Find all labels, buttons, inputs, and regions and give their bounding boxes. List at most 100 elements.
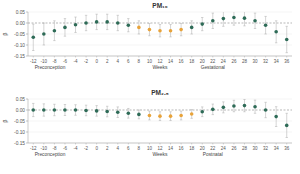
error-cap xyxy=(53,104,55,105)
error-cap xyxy=(254,28,256,29)
grid-line xyxy=(28,23,292,24)
error-cap xyxy=(264,16,266,17)
point xyxy=(31,36,35,40)
y-tick-label: -0.05 xyxy=(14,119,25,124)
x-tick-label: 32 xyxy=(263,146,269,151)
x-tick-label: 14 xyxy=(168,59,174,64)
grid-line xyxy=(28,143,292,144)
error-cap xyxy=(43,103,45,104)
y-tick xyxy=(26,143,28,144)
point xyxy=(53,108,57,112)
point xyxy=(232,104,236,108)
error-cap xyxy=(190,118,192,119)
error-cap xyxy=(159,120,161,121)
x-tick xyxy=(149,56,150,58)
error-cap xyxy=(159,24,161,25)
x-tick xyxy=(170,143,171,145)
x-tick xyxy=(265,143,266,145)
point xyxy=(285,124,289,128)
point xyxy=(264,108,268,112)
x-tick-label: 0 xyxy=(95,59,98,64)
error-cap xyxy=(95,14,97,15)
x-tick-label: 12 xyxy=(157,59,163,64)
x-tick-label: 20 xyxy=(200,146,206,151)
y-tick-label: 0.00 xyxy=(16,21,26,26)
annotation: Gestational xyxy=(201,65,225,70)
point xyxy=(179,28,183,32)
annotation: Preconception xyxy=(35,152,66,157)
error-cap xyxy=(201,106,203,107)
grid-line xyxy=(28,110,292,111)
error-cap xyxy=(286,113,288,114)
error-cap xyxy=(32,50,34,51)
x-tick-label: -4 xyxy=(74,146,78,151)
error-cap xyxy=(148,111,150,112)
x-tick xyxy=(54,143,55,145)
point xyxy=(95,109,99,113)
error-cap xyxy=(190,109,192,110)
x-tick-label: 8 xyxy=(138,59,141,64)
x-tick xyxy=(138,56,139,58)
point xyxy=(158,114,162,118)
x-tick-label: -2 xyxy=(84,59,88,64)
x-tick xyxy=(244,143,245,145)
x-tick-label: -10 xyxy=(41,59,48,64)
error-cap xyxy=(286,26,288,27)
point xyxy=(148,114,152,118)
point xyxy=(42,108,46,112)
error-cap xyxy=(233,100,235,101)
error-cap xyxy=(85,105,87,106)
point xyxy=(137,26,141,30)
x-axis xyxy=(28,143,292,144)
panel: PM₁₀β0.050.00-0.05-0.10-0.15-12-10-8-6-4… xyxy=(2,2,292,70)
x-tick xyxy=(33,143,34,145)
x-tick xyxy=(43,56,44,58)
point xyxy=(169,29,173,33)
x-tick xyxy=(128,56,129,58)
point xyxy=(148,28,152,32)
error-cap xyxy=(254,100,256,101)
error-cap xyxy=(180,23,182,24)
x-tick xyxy=(107,56,108,58)
error-cap xyxy=(127,118,129,119)
error-cap xyxy=(106,29,108,30)
x-tick-label: 22 xyxy=(210,59,216,64)
annotation: Preconception xyxy=(35,65,66,70)
point xyxy=(274,115,278,119)
x-tick-label: 24 xyxy=(221,146,227,151)
x-tick-label: 34 xyxy=(274,146,280,151)
x-axis xyxy=(28,56,292,57)
error-cap xyxy=(106,14,108,15)
error-cap xyxy=(169,120,171,121)
error-cap xyxy=(233,111,235,112)
error-cap xyxy=(169,24,171,25)
point xyxy=(179,114,183,118)
x-tick xyxy=(96,143,97,145)
x-tick-label: 28 xyxy=(242,59,248,64)
x-tick xyxy=(191,143,192,145)
x-tick xyxy=(75,143,76,145)
error-cap xyxy=(117,117,119,118)
error-cap xyxy=(190,34,192,35)
error-cap xyxy=(32,103,34,104)
point xyxy=(169,114,173,118)
error-cap xyxy=(74,32,76,33)
error-cap xyxy=(286,137,288,138)
x-tick-label: 18 xyxy=(189,59,195,64)
error-cap xyxy=(254,113,256,114)
error-cap xyxy=(275,126,277,127)
error-cap xyxy=(85,30,87,31)
x-tick-label: 6 xyxy=(127,59,130,64)
point xyxy=(127,23,131,27)
error-cap xyxy=(64,104,66,105)
point xyxy=(200,22,204,26)
x-tick xyxy=(170,56,171,58)
figure: PM₁₀β0.050.00-0.05-0.10-0.15-12-10-8-6-4… xyxy=(0,0,300,174)
x-tick-label: 28 xyxy=(242,146,248,151)
error-cap xyxy=(159,36,161,37)
error-cap xyxy=(222,26,224,27)
point xyxy=(211,108,215,112)
point xyxy=(84,109,88,113)
point xyxy=(211,19,215,23)
x-tick xyxy=(128,143,129,145)
